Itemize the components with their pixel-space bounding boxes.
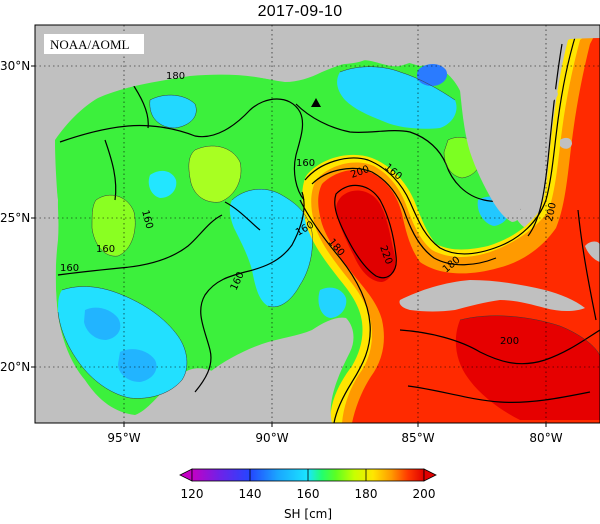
- cyan-region-central: [229, 189, 313, 307]
- contour-label: 200: [544, 202, 559, 223]
- blue-region-south: [118, 349, 157, 382]
- lon-label-90w: 90°W: [255, 431, 288, 445]
- contour-label: 160: [296, 158, 315, 169]
- colorbar-tick-label: 160: [297, 487, 320, 501]
- cuba: [399, 280, 585, 312]
- credit-box: [44, 34, 144, 54]
- colorbar-ticks: [249, 469, 367, 481]
- us-gulf-coast: [35, 25, 600, 423]
- florida-peninsula: [456, 60, 521, 222]
- colorbar-high-arrow: [423, 468, 437, 482]
- blue-region-northeast: [416, 64, 448, 86]
- cyan-region-northeast: [337, 66, 457, 129]
- contour-label: 160: [60, 263, 79, 274]
- yucatan-peninsula: [180, 317, 354, 423]
- colorbar-tick-label: 200: [413, 487, 436, 501]
- contour-label: 160: [139, 209, 155, 230]
- lon-label-85w: 85°W: [401, 431, 434, 445]
- contour-lines: [57, 33, 600, 423]
- colorbar-tick-label: 140: [239, 487, 262, 501]
- cyan-region-northwest: [148, 170, 177, 198]
- map-title: 2017-09-10: [257, 3, 343, 20]
- colorbar-low-arrow: [179, 468, 193, 482]
- lon-label-95w: 95°W: [107, 431, 140, 445]
- plot-area: 180 160 160 160 160 180 200 160 220 180 …: [35, 25, 600, 423]
- land-masses: [35, 25, 600, 423]
- colorbar-tick-label: 120: [181, 487, 204, 501]
- contour-label: 160: [96, 244, 115, 255]
- lat-label-20n: 20°N: [0, 360, 30, 374]
- contour-label: 200: [500, 336, 519, 347]
- lime-region-west: [92, 195, 136, 257]
- bahamas-2: [560, 137, 572, 149]
- credit-text: NOAA/AOML: [50, 37, 130, 52]
- loop-current-deep-red: [336, 190, 396, 282]
- grid-lines: [35, 25, 600, 423]
- colorbar-title: SH [cm]: [284, 507, 332, 521]
- hispaniola-edge: [585, 241, 600, 262]
- cyan-region-center-south: [318, 287, 347, 318]
- plot-frame: [34, 24, 600, 424]
- lat-label-30n: 30°N: [0, 59, 30, 73]
- colorbar: 120 140 160 180 200 SH [cm]: [179, 468, 437, 521]
- bahamas: [538, 86, 558, 102]
- blue-region-southwest: [84, 307, 121, 340]
- lat-label-25n: 25°N: [0, 211, 30, 225]
- lon-label-80w: 80°W: [529, 431, 562, 445]
- colorbar-tick-label: 180: [355, 487, 378, 501]
- contour-label: 180: [166, 71, 185, 82]
- station-marker-triangle: [311, 98, 321, 107]
- axis-ticks: [31, 65, 547, 427]
- lime-region-central: [188, 146, 242, 203]
- caribbean-deep-red: [455, 315, 600, 420]
- cyan-region-north: [149, 95, 197, 128]
